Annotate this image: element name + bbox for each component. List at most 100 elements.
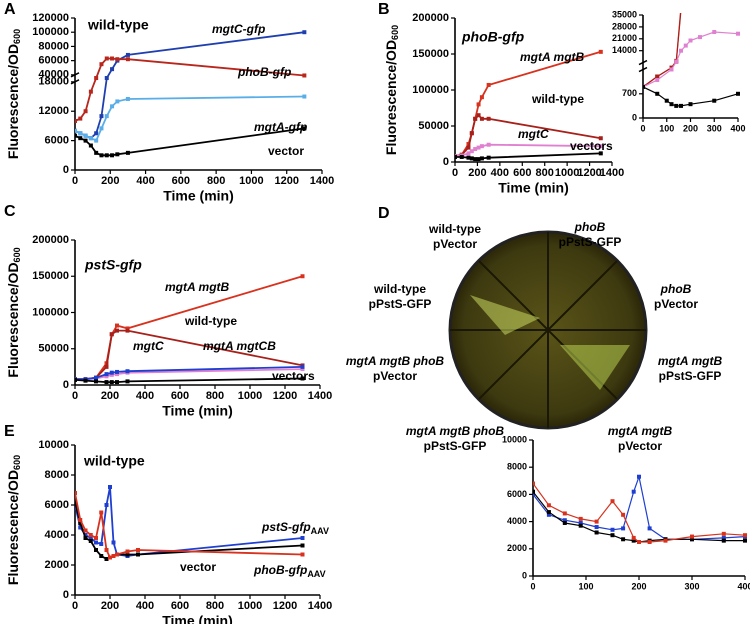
data-point [594,519,599,524]
series-label-sub: AAV [307,569,325,579]
y-tick-label: 80000 [38,40,69,52]
plate-label: wild-type [373,282,426,296]
series-label: phoB-gfpAAV [253,563,326,579]
y-axis-label-sub: 600 [12,247,22,262]
data-point [104,76,109,81]
data-point [110,104,115,109]
data-point [99,62,104,67]
data-point [125,52,130,57]
y-tick-label: 4000 [45,529,69,541]
data-point [473,157,478,162]
data-point [125,379,130,384]
x-tick-label: 800 [536,167,554,179]
data-point [679,8,683,12]
data-point [302,30,307,35]
data-point [115,328,119,333]
data-point [621,537,626,542]
data-point [75,377,77,382]
data-point [679,5,683,9]
data-point [610,499,615,504]
series-label: mgtC [518,127,549,141]
plate-label: wild-type [428,222,481,236]
x-tick-label: 800 [207,175,225,187]
panel-letter: D [378,205,390,222]
y-tick-label: 700 [622,88,637,98]
data-point [111,540,116,545]
data-point [486,82,491,87]
data-point [78,525,83,530]
series-line [643,31,739,88]
data-point [109,372,114,377]
x-tick-label: 300 [684,581,699,591]
x-tick-label: 800 [206,390,224,402]
data-point [594,525,599,530]
series-label: vectors [570,139,613,153]
series-label-name: vector [180,560,216,574]
x-tick-label: 200 [101,390,119,402]
chart-title: wild-type [87,17,149,33]
data-point [664,98,669,103]
data-point [94,536,98,540]
plate-label: pPstS-GFP [424,439,487,453]
y-tick-label: 50000 [418,120,449,132]
data-point [594,530,599,535]
plate-label: pPstS-GFP [559,235,622,249]
series-label: mgtC-gfp [212,22,265,36]
data-point [115,380,119,385]
data-point [83,378,88,383]
y-tick-label: 4000 [507,516,527,526]
x-tick-label: 1200 [274,175,298,187]
y-tick-label: 12000 [38,105,69,117]
data-point [94,131,99,136]
data-point [99,542,104,546]
x-tick-label: 200 [101,175,119,187]
data-point [75,128,77,133]
plate-photo [448,230,648,430]
data-point [486,142,491,147]
data-point [674,103,679,108]
data-point [669,67,674,72]
data-point [643,84,645,89]
data-point [115,369,119,374]
y-tick-label: 14000 [612,45,637,55]
data-point [712,98,717,103]
x-tick-label: 400 [737,581,750,591]
data-point [104,114,109,119]
series-line [533,483,746,543]
data-point [78,521,83,525]
y-axis-label-main: Fluorescence/OD [5,262,21,377]
data-point [94,375,98,380]
x-tick-label: 1000 [238,390,262,402]
data-point [533,489,535,494]
data-point [610,527,615,532]
data-point [655,77,660,82]
plate-label: mgtA mgtB [608,424,673,438]
data-point [578,523,583,528]
data-point [631,535,636,540]
x-tick-label: 1400 [600,167,624,179]
y-tick-label: 0 [63,379,69,391]
x-axis-label: Time (min) [162,613,233,624]
y-tick-label: 40000 [38,69,69,81]
data-point [104,153,109,158]
data-point [104,557,109,561]
series-label: vector [180,560,216,574]
data-point [83,133,88,138]
data-point [75,119,77,124]
data-point [94,379,98,384]
series-label-sub: AAV [311,526,329,536]
data-point [108,555,112,560]
data-point [469,156,474,161]
data-point [679,103,683,108]
data-point [736,91,740,96]
data-point [533,492,535,497]
data-point [637,540,641,544]
data-point [78,136,83,141]
x-tick-label: 0 [530,581,535,591]
y-tick-label: 100000 [32,306,69,318]
data-point [683,43,688,48]
x-tick-label: 1400 [308,600,332,612]
data-point [83,109,88,114]
data-point [469,149,474,154]
series-line [533,474,746,540]
